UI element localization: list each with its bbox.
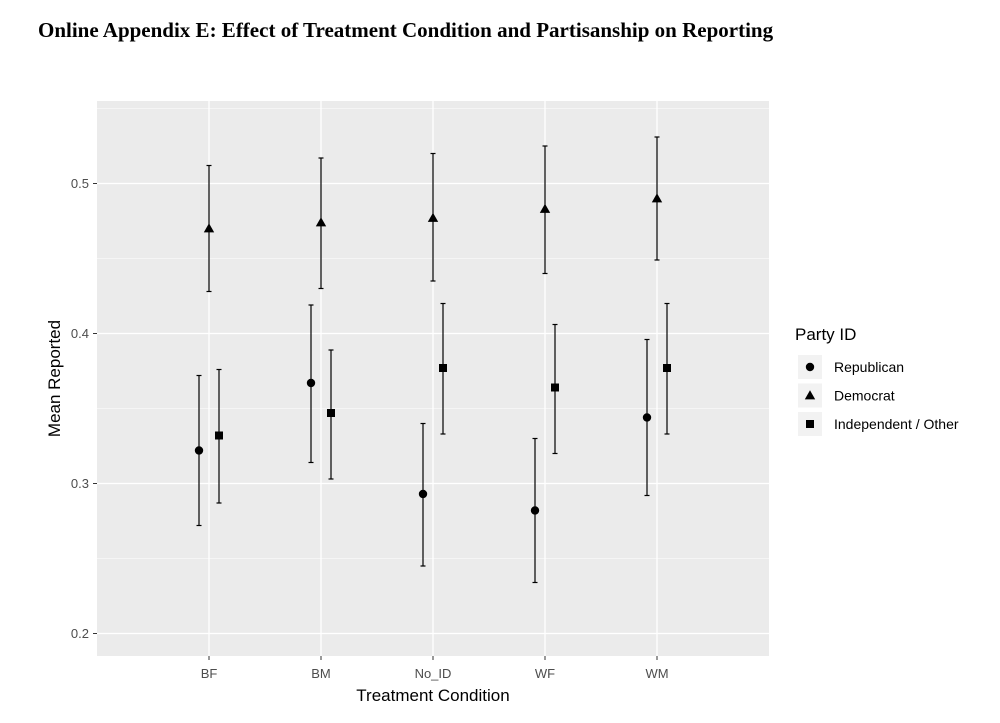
legend-label: Independent / Other	[834, 416, 959, 432]
y-tick-label: 0.2	[71, 626, 89, 641]
point-republican	[306, 378, 316, 388]
y-axis-title: Mean Reported	[45, 320, 64, 437]
legend-item-republican: Republican	[798, 355, 904, 379]
x-tick-label: BF	[201, 666, 218, 681]
point-independent-other	[663, 364, 671, 372]
data-points	[194, 193, 671, 515]
page-title: Online Appendix E: Effect of Treatment C…	[38, 18, 774, 42]
legend: Party ID Republican Democrat Independent /…	[795, 325, 959, 436]
x-tick-label: BM	[311, 666, 331, 681]
point-independent-other	[327, 409, 335, 417]
point-republican	[642, 413, 652, 422]
legend-square-icon	[806, 420, 814, 428]
legend-circle-icon	[805, 362, 815, 372]
point-democrat	[427, 212, 439, 222]
point-democrat	[539, 203, 551, 213]
y-tick-label: 0.5	[71, 176, 89, 191]
legend-title: Party ID	[795, 325, 856, 344]
point-democrat	[315, 217, 327, 227]
legend-item-democrat: Democrat	[798, 383, 895, 408]
x-tick-label: WM	[645, 666, 668, 681]
point-republican	[194, 446, 204, 455]
x-axis-title: Treatment Condition	[356, 686, 509, 705]
x-tick-label: WF	[535, 666, 555, 681]
y-tick-label: 0.3	[71, 476, 89, 491]
legend-item-independent-other: Independent / Other	[798, 412, 959, 436]
point-independent-other	[551, 383, 559, 392]
y-axis-ticks: 0.2 0.3 0.4 0.5	[71, 176, 97, 641]
legend-triangle-icon	[804, 390, 816, 400]
point-democrat	[651, 193, 663, 203]
point-republican	[418, 489, 428, 499]
y-tick-label: 0.4	[71, 326, 89, 341]
point-republican	[530, 506, 540, 515]
x-axis-ticks: BF BM No_ID WF WM	[201, 656, 669, 681]
point-independent-other	[215, 431, 223, 440]
legend-label: Democrat	[834, 388, 895, 404]
x-tick-label: No_ID	[415, 666, 452, 681]
legend-label: Republican	[834, 359, 904, 375]
point-independent-other	[439, 364, 447, 372]
point-democrat	[203, 223, 215, 233]
